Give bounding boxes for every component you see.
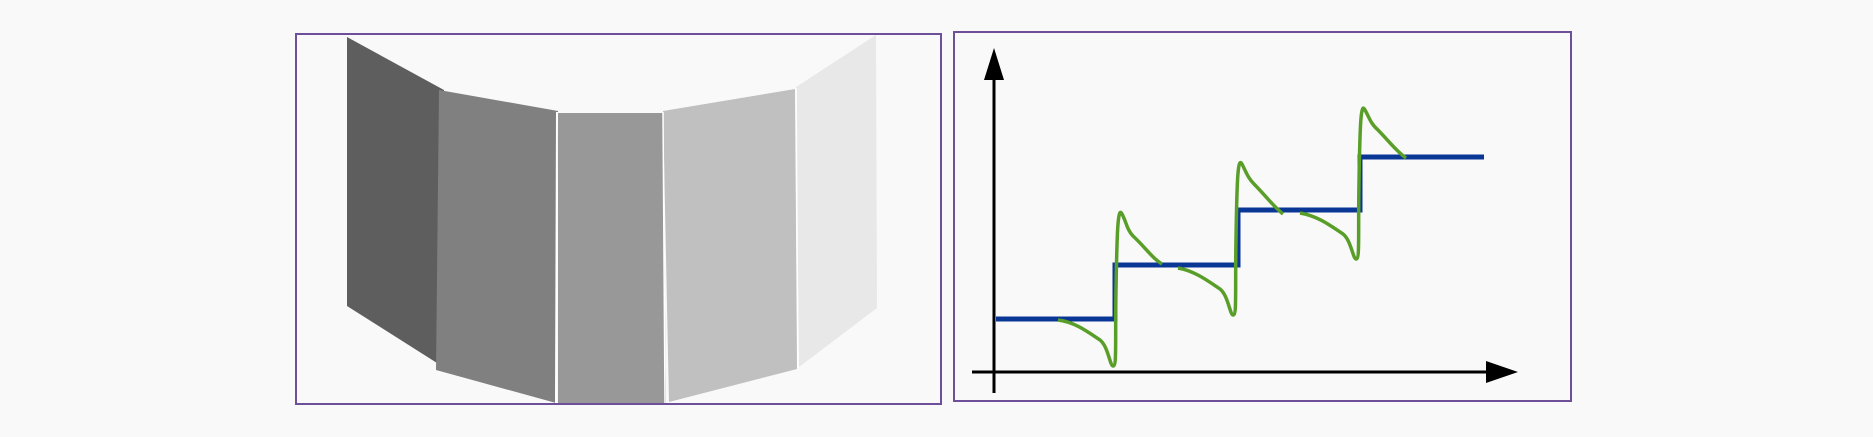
left-frame (295, 33, 942, 405)
response-curve-3 (1299, 106, 1408, 261)
panel-1 (347, 37, 444, 363)
panel-2 (436, 90, 558, 403)
response-curve-1 (1057, 210, 1163, 368)
panel-4 (663, 89, 797, 402)
folded-panels-figure (295, 33, 942, 405)
panel-3 (558, 113, 666, 403)
fold-line-3 (795, 87, 799, 369)
panel-5 (796, 35, 877, 367)
fold-line-2 (662, 111, 666, 404)
right-frame (953, 31, 1572, 402)
fold-line-1 (555, 111, 558, 404)
staircase-plot-figure (953, 31, 1572, 402)
y-axis-arrowhead (984, 48, 1004, 80)
staircase-line (996, 154, 1484, 322)
x-axis-arrowhead (1486, 361, 1518, 383)
response-curve-2 (1177, 160, 1285, 317)
